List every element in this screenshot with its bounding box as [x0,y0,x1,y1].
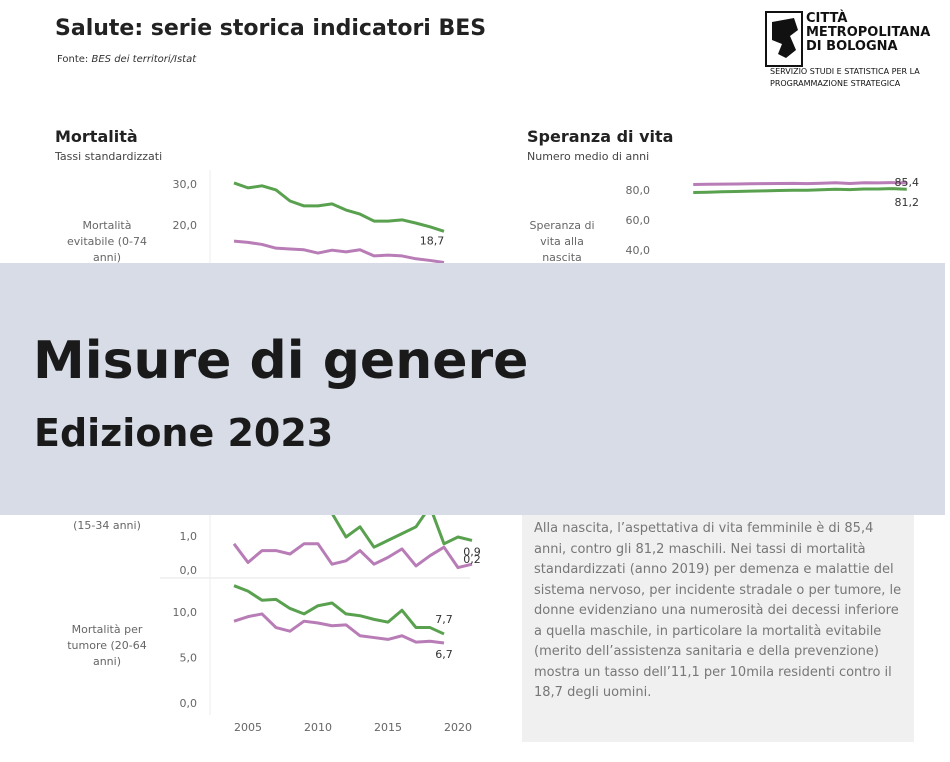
row-label: (15-34 anni) [73,519,141,532]
y-tick-label: 5,0 [180,652,198,665]
text: Alla nascita, l’aspettativa di vita femm… [534,521,902,700]
x-tick-label: 2010 [304,721,332,734]
logo-text: CITTÀ METROPOLITANA DI BOLOGNA [806,12,930,54]
y-tick-label: 40,0 [626,244,651,257]
source: Fonte: BES dei territori/Istat [57,54,196,65]
data-label: 7,7 [435,613,453,626]
title: Salute: serie storica indicatori BES [55,16,487,41]
banner-subtitle: Edizione 2023 [34,411,334,455]
panel-subtitle: Tassi standardizzati [55,150,163,163]
line [233,181,445,233]
x-tick-label: 2005 [234,721,262,734]
line [693,187,907,194]
line [233,239,445,264]
row-label: Mortalità evitabile (0-74 anni) [66,219,147,264]
line [233,584,445,636]
data-label: 81,2 [895,196,920,209]
x-tick-label: 2020 [444,721,472,734]
data-label: 0,2 [463,553,481,566]
data-label: 85,4 [895,176,920,189]
text-panel: Alla nascita, l’aspettativa di vita femm… [522,515,914,742]
logo-subtitle: SERVIZIO STUDI E STATISTICA PER LA PROGR… [770,67,920,88]
y-tick-label: 20,0 [173,219,198,232]
row-label: Mortalità per tumore (20-64 anni) [67,623,147,668]
line [232,542,473,570]
row-label: Speranza di vita alla nascita [529,219,595,264]
logo-line: CITTÀ [806,11,848,26]
source-label: Fonte: [57,54,89,65]
data-label: 6,7 [435,648,453,661]
y-tick-label: 60,0 [626,214,651,227]
logo-line: METROPOLITANA [806,25,931,40]
banner: Misure di genere Edizione 2023 [0,263,945,515]
y-tick-label: 10,0 [173,606,198,619]
data-label: 18,7 [420,234,445,247]
y-tick-label: 80,0 [626,184,651,197]
source-value: BES dei territori/Istat [91,54,197,65]
panel-title: Mortalità [55,127,138,146]
y-tick-label: 30,0 [173,178,198,191]
y-tick-label: 1,0 [180,530,198,543]
logo-line: DI BOLOGNA [806,39,898,54]
logo-icon [765,11,803,67]
panel-subtitle: Numero medio di anni [527,150,650,163]
x-tick-label: 2015 [374,721,402,734]
line [693,181,907,187]
y-tick-label: 0,0 [180,564,198,577]
panel-title: Speranza di vita [527,127,674,146]
banner-title: Misure di genere [33,331,529,391]
y-tick-label: 0,0 [180,697,198,710]
line [233,612,445,645]
data-label: 0,9 [463,545,481,558]
